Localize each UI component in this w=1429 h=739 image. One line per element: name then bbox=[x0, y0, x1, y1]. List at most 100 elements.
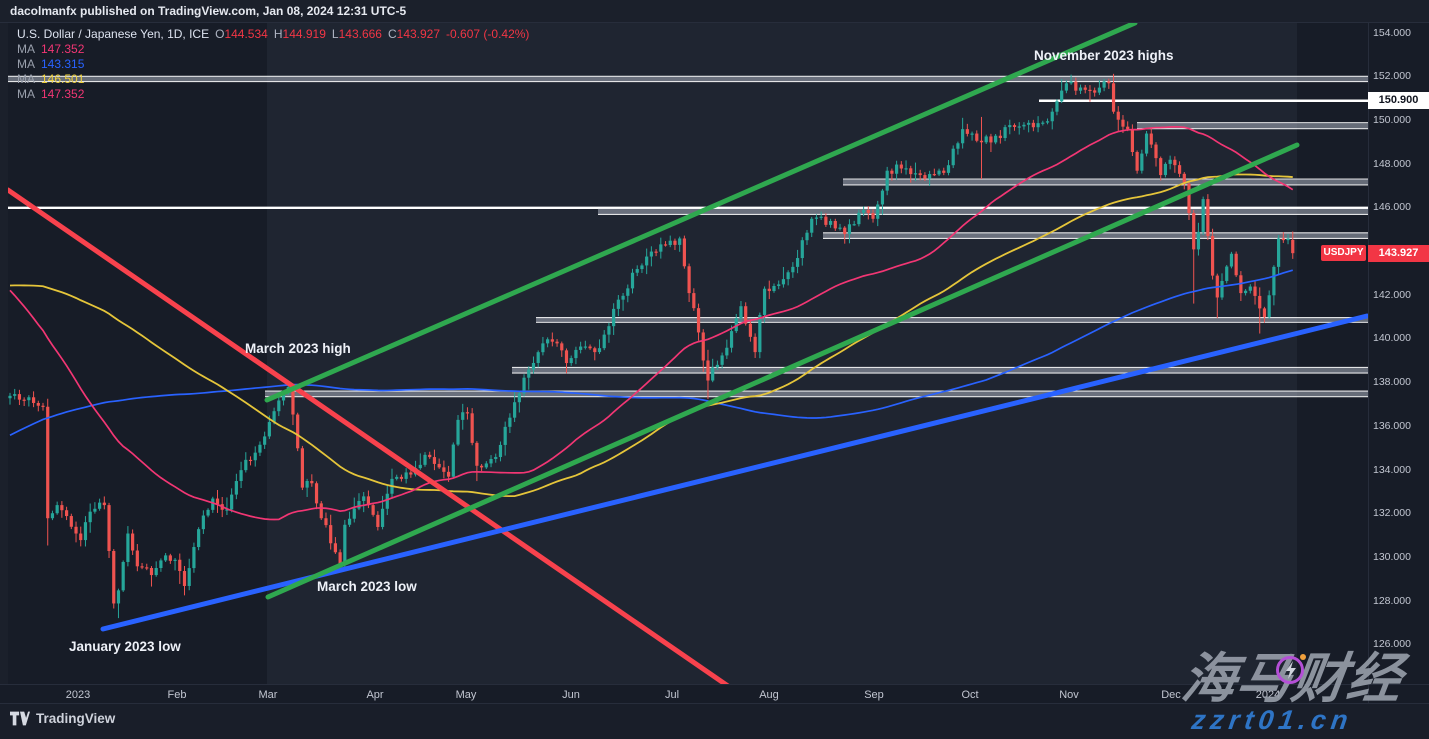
candle-body bbox=[555, 341, 559, 344]
chart-annotation: March 2023 low bbox=[317, 579, 417, 594]
candle-body bbox=[409, 472, 413, 475]
footer-strip bbox=[0, 704, 1429, 739]
candle-body bbox=[984, 136, 988, 143]
candle-body bbox=[720, 355, 724, 365]
candle-body bbox=[182, 571, 187, 586]
candle-body bbox=[1201, 199, 1205, 232]
price-zone-band[interactable] bbox=[843, 179, 1368, 185]
symbol-legend[interactable]: U.S. Dollar / Japanese Yen, 1D, ICE O144.… bbox=[17, 27, 529, 102]
candle-body bbox=[13, 394, 17, 396]
time-tick-label: Sep bbox=[864, 689, 884, 701]
candle-body bbox=[112, 551, 116, 604]
candle-body bbox=[1234, 253, 1238, 276]
price-zone-band[interactable] bbox=[8, 76, 1368, 82]
candle-body bbox=[725, 347, 729, 356]
candle-body bbox=[1097, 87, 1101, 93]
legend-ma-row[interactable]: MA 146.501 bbox=[17, 72, 529, 87]
candle-body bbox=[1258, 295, 1262, 309]
candle-body bbox=[1210, 236, 1215, 276]
candle-body bbox=[1154, 144, 1158, 159]
candle-body bbox=[418, 464, 422, 469]
price-tick-label: 154.000 bbox=[1373, 26, 1411, 39]
candle-body bbox=[1069, 81, 1073, 84]
trendline-downtrend-red[interactable] bbox=[8, 187, 730, 686]
ma-label: MA bbox=[17, 87, 35, 101]
trendline-channel-green-lower[interactable] bbox=[265, 142, 1300, 600]
legend-ma-row[interactable]: MA 147.352 bbox=[17, 87, 529, 102]
price-tick-label: 128.000 bbox=[1373, 594, 1411, 607]
candle-body bbox=[1286, 238, 1290, 241]
candle-body bbox=[975, 133, 979, 141]
legend-ma-row[interactable]: MA 143.315 bbox=[17, 57, 529, 72]
tradingview-logo[interactable]: TradingView bbox=[10, 711, 115, 726]
candle-body bbox=[607, 326, 611, 335]
symbol-title[interactable]: U.S. Dollar / Japanese Yen, 1D, ICE bbox=[17, 27, 210, 41]
candle-body bbox=[168, 555, 172, 561]
candle-body bbox=[739, 306, 743, 319]
price-zone-band[interactable] bbox=[1137, 122, 1368, 129]
candle-body bbox=[758, 314, 762, 353]
time-tick-label: Oct bbox=[961, 689, 979, 701]
candle-body bbox=[942, 170, 946, 173]
candle-body bbox=[178, 559, 182, 572]
chart-plot-area[interactable] bbox=[8, 23, 1368, 686]
candle-body bbox=[55, 505, 59, 514]
candle-body bbox=[1281, 238, 1285, 241]
ma-value: 143.315 bbox=[41, 57, 85, 71]
candle-body bbox=[253, 452, 257, 461]
candle-body bbox=[470, 413, 474, 443]
candle-body bbox=[828, 220, 833, 225]
candle-body bbox=[140, 566, 144, 568]
candle-body bbox=[593, 348, 597, 353]
candle-body bbox=[1229, 253, 1234, 267]
price-zone-band[interactable] bbox=[512, 367, 1368, 374]
candle-body bbox=[230, 494, 234, 510]
candle-body bbox=[777, 284, 781, 286]
trendline-channel-green-upper[interactable] bbox=[264, 23, 1138, 403]
candle-body bbox=[1045, 121, 1050, 123]
candle-body bbox=[1149, 133, 1153, 145]
ma-line-200[interactable] bbox=[9, 269, 1293, 437]
candle-body bbox=[616, 299, 620, 309]
candle-body bbox=[1192, 213, 1196, 250]
symbol-badge: USDJPY bbox=[1321, 245, 1366, 261]
candle-body bbox=[998, 135, 1002, 139]
candle-body bbox=[159, 560, 163, 569]
candle-body bbox=[531, 362, 536, 370]
legend-symbol-row[interactable]: U.S. Dollar / Japanese Yen, 1D, ICE O144.… bbox=[17, 27, 529, 42]
candle-body bbox=[1107, 81, 1111, 84]
candle-body bbox=[1008, 125, 1012, 128]
candle-body bbox=[612, 308, 616, 327]
candle-body bbox=[376, 514, 380, 527]
candle-body bbox=[645, 256, 649, 266]
ma-line-50[interactable] bbox=[9, 126, 1294, 521]
price-zone-band[interactable] bbox=[536, 317, 1368, 323]
candle-body bbox=[550, 339, 554, 342]
candle-body bbox=[621, 295, 625, 300]
candle-body bbox=[484, 463, 488, 468]
price-zone-band[interactable] bbox=[598, 208, 1368, 215]
ma-label: MA bbox=[17, 57, 35, 71]
price-zone-band[interactable] bbox=[265, 391, 1368, 397]
candle-body bbox=[1144, 133, 1149, 154]
candle-body bbox=[1027, 122, 1031, 125]
candle-body bbox=[201, 515, 205, 530]
candle-body bbox=[107, 505, 111, 552]
candle-body bbox=[994, 135, 998, 143]
ma-line-100[interactable] bbox=[9, 173, 1293, 498]
candle-body bbox=[517, 393, 521, 403]
chart-annotation: January 2023 low bbox=[69, 639, 181, 654]
candle-body bbox=[1088, 89, 1092, 92]
candle-body bbox=[1064, 83, 1068, 91]
legend-ma-row[interactable]: MA 147.352 bbox=[17, 42, 529, 57]
candle-body bbox=[329, 525, 333, 544]
candle-body bbox=[93, 508, 97, 512]
candle-body bbox=[781, 279, 786, 285]
candle-body bbox=[965, 129, 969, 134]
ohlc-value: 144.919 bbox=[282, 27, 326, 41]
candle-body bbox=[1243, 290, 1248, 294]
candle-body bbox=[687, 266, 691, 294]
candle-body bbox=[1159, 158, 1163, 176]
